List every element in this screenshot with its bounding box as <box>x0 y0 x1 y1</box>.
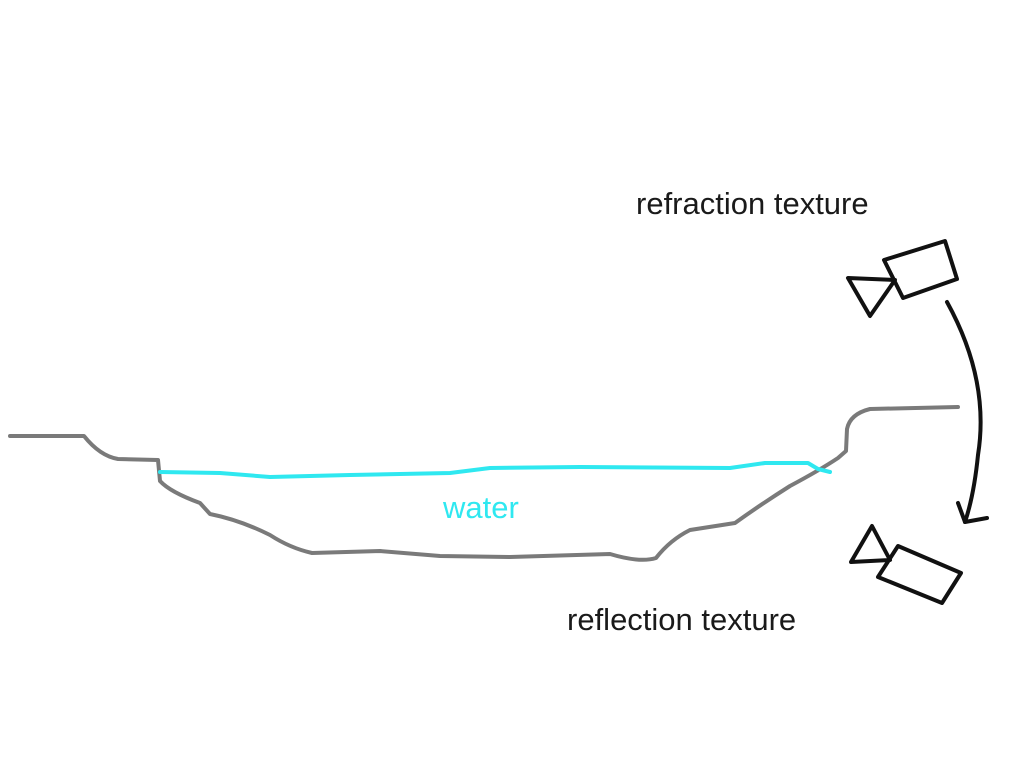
camera-lens <box>849 524 892 564</box>
water-label: water <box>443 490 519 525</box>
camera-body <box>876 544 963 605</box>
camera-icon <box>849 524 963 605</box>
camera-icon <box>846 239 959 318</box>
refraction-texture-label: refraction texture <box>636 186 869 221</box>
curved-arrow-icon <box>945 300 989 524</box>
reflection-texture-label: reflection texture <box>567 602 797 637</box>
terrain-line <box>8 405 960 562</box>
camera-body <box>882 239 959 300</box>
camera-lens <box>846 276 897 318</box>
water-surface-line <box>158 461 832 479</box>
